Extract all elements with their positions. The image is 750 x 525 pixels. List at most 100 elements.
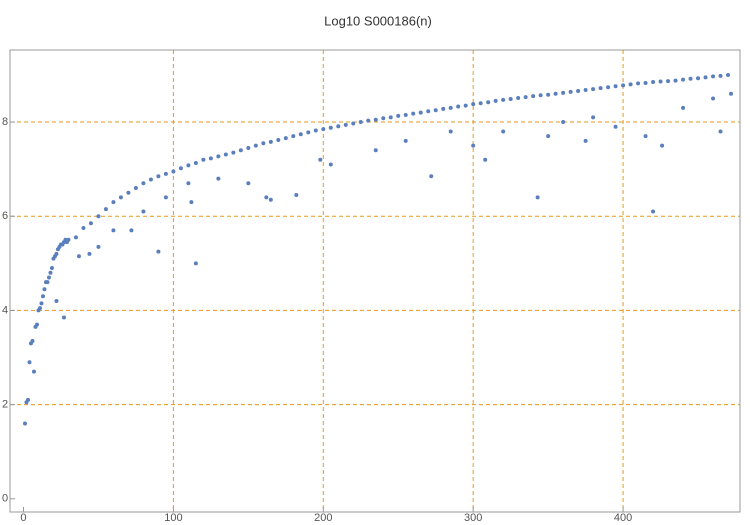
point	[501, 129, 506, 134]
point	[49, 266, 54, 271]
point	[336, 124, 341, 129]
point	[456, 104, 461, 109]
point	[318, 157, 323, 162]
point	[298, 132, 303, 137]
point	[448, 129, 453, 134]
point	[186, 163, 191, 168]
point	[381, 116, 386, 121]
point	[508, 96, 513, 101]
point	[253, 143, 258, 148]
point	[61, 315, 66, 320]
point	[294, 193, 299, 198]
point	[141, 181, 146, 186]
point	[313, 128, 318, 133]
point	[351, 121, 356, 126]
point	[568, 89, 573, 94]
point	[111, 200, 116, 205]
point	[561, 90, 566, 95]
point	[238, 148, 243, 153]
point	[87, 251, 92, 256]
point	[703, 75, 708, 80]
point	[366, 118, 371, 123]
point	[688, 76, 693, 81]
point	[111, 228, 116, 233]
point	[283, 136, 288, 141]
point	[27, 360, 32, 365]
point	[411, 111, 416, 116]
point	[583, 88, 588, 93]
point	[208, 156, 213, 161]
point	[148, 177, 153, 182]
point	[651, 80, 656, 85]
point	[711, 96, 716, 101]
point	[133, 185, 138, 190]
point	[25, 397, 30, 402]
point	[88, 221, 93, 226]
point	[591, 87, 596, 92]
point	[660, 143, 665, 148]
point	[621, 83, 626, 88]
point	[463, 103, 468, 108]
point	[268, 139, 273, 144]
point	[726, 72, 731, 77]
point	[96, 214, 101, 219]
x-tick-label: 200	[314, 512, 332, 524]
point	[486, 100, 491, 105]
point	[673, 78, 678, 83]
point	[223, 152, 228, 157]
point	[231, 150, 236, 155]
x-tick-label: 300	[464, 512, 482, 524]
point	[178, 166, 183, 171]
point	[193, 161, 198, 166]
point	[718, 129, 723, 134]
point	[651, 209, 656, 214]
point	[246, 145, 251, 150]
point	[643, 134, 648, 139]
point	[523, 95, 528, 100]
point	[681, 105, 686, 110]
point	[531, 94, 536, 99]
point	[373, 117, 378, 122]
point	[46, 275, 51, 280]
y-tick-label: 6	[2, 210, 8, 222]
point	[538, 93, 543, 98]
point	[103, 207, 108, 212]
point	[216, 154, 221, 159]
point	[553, 91, 558, 96]
point	[606, 85, 611, 90]
point	[471, 143, 476, 148]
point	[264, 195, 269, 200]
point	[246, 181, 251, 186]
x-tick-label: 0	[20, 512, 26, 524]
point	[156, 174, 161, 179]
point	[591, 115, 596, 120]
plot-frame	[9, 49, 741, 513]
point	[613, 124, 618, 129]
point	[261, 141, 266, 146]
point	[636, 81, 641, 86]
point	[268, 197, 273, 202]
point	[48, 270, 53, 275]
point	[576, 88, 581, 93]
point	[561, 120, 566, 125]
point	[186, 181, 191, 186]
point	[373, 148, 378, 153]
point	[156, 249, 161, 254]
point	[37, 306, 42, 311]
point	[666, 79, 671, 84]
point	[501, 97, 506, 102]
point	[42, 287, 47, 292]
x-tick-label: 400	[614, 512, 632, 524]
point	[598, 86, 603, 91]
point	[448, 105, 453, 110]
point	[30, 339, 35, 344]
point	[76, 254, 81, 259]
point	[535, 195, 540, 200]
point	[276, 137, 281, 142]
point	[583, 138, 588, 143]
point	[681, 77, 686, 82]
point	[54, 251, 59, 256]
point	[216, 176, 221, 181]
point	[126, 190, 131, 195]
chart-title: Log10 S000186(n)	[324, 13, 432, 28]
